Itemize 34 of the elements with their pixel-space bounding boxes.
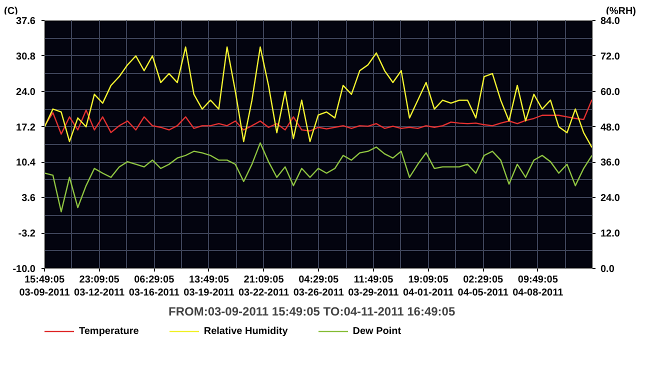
x-tick-label: 11:49:05 03-29-2011 (348, 274, 400, 299)
x-tick-label: 19:09:05 04-01-2011 (402, 274, 454, 299)
y-tick-label: 3.6 (22, 193, 36, 204)
x-tick-label: 04:29:05 03-26-2011 (293, 274, 344, 299)
y2-tick-label: 84.0 (600, 16, 620, 27)
x-tick-label: 02:29:05 04-05-2011 (458, 274, 509, 299)
y2-tick-label: 48.0 (600, 122, 620, 134)
y2-tick-label: 36.0 (600, 158, 620, 169)
y-tick-label: 24.0 (16, 86, 36, 98)
y2-tick-label: 60.0 (600, 86, 620, 98)
line-series (44, 142, 592, 212)
y-tick-label: -3.2 (18, 228, 36, 240)
legend-label: Dew Point (352, 326, 402, 336)
y-tick-label: 30.8 (16, 51, 36, 62)
x-tick-label: 06:29:05 03-16-2011 (128, 274, 180, 299)
x-axis-title: FROM:03-09-2011 15:49:05 TO:04-11-2011 16:49:05 (168, 304, 456, 319)
x-tick-label: 13:49:05 03-19-2011 (184, 274, 235, 299)
x-tick-label: 23:09:05 03-12-2011 (74, 274, 126, 299)
y2-tick-label: 24.0 (600, 193, 620, 204)
x-tick-label: 21:09:05 03-22-2011 (238, 274, 290, 299)
y-tick-label: -10.0 (12, 264, 36, 275)
y-tick-label: 37.6 (16, 16, 36, 27)
y2-tick-label: 0.0 (600, 264, 615, 275)
x-tick-label: 15:49:05 03-09-2011 (19, 274, 70, 299)
legend-label: Relative Humidity (204, 326, 288, 336)
y2-tick-label: 72.0 (600, 51, 620, 62)
y2-axis-title: (%RH) (606, 5, 636, 17)
y-tick-label: 10.4 (16, 158, 36, 169)
line-series (44, 46, 592, 148)
legend-label: Temperature (79, 326, 139, 336)
y2-tick-label: 12.0 (600, 228, 620, 240)
y-tick-label: 17.2 (16, 122, 36, 134)
line-series (44, 99, 592, 135)
x-tick-label: 09:49:05 04-08-2011 (512, 274, 564, 299)
